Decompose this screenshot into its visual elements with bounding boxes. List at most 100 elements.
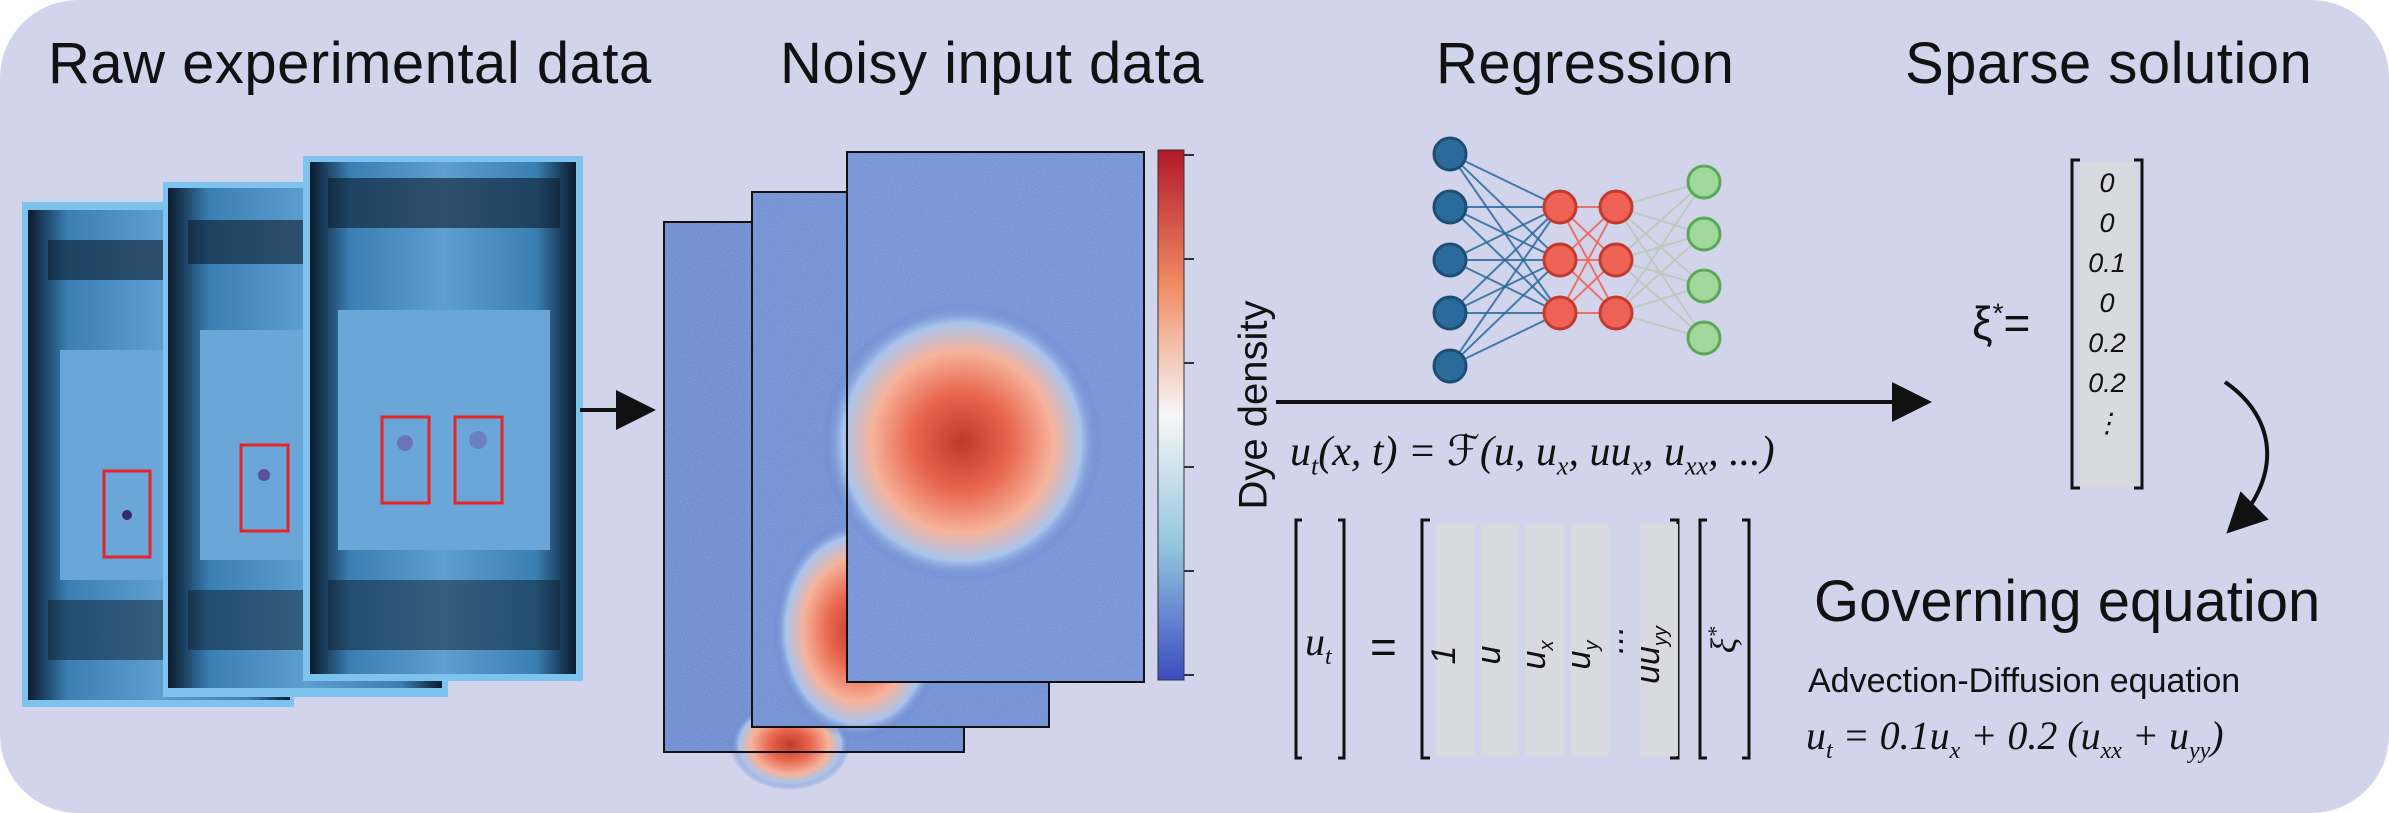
colorbar [1157, 149, 1194, 681]
nn-hidden-node [1598, 242, 1634, 278]
noisy-heatmap-stack [663, 151, 1145, 790]
nn-output-node [1686, 268, 1722, 304]
pde-expression: ut(x, t) = ℱ(u, ux, uux, uxx, ...) [1290, 426, 1775, 481]
sparse-value: 0.2 [2088, 368, 2126, 398]
sparse-value: 0 [2099, 288, 2114, 318]
pde-end: , ...) [1708, 429, 1775, 475]
pde-sub-2: x [1631, 451, 1643, 481]
pde-mid-2: , u [1642, 429, 1685, 475]
raw-photo-stack [22, 156, 583, 707]
nn-input-node [1432, 348, 1468, 384]
gov-sub-yy: yy [2188, 738, 2211, 764]
sparse-value: 0 [2099, 208, 2114, 238]
roi-box [380, 415, 431, 505]
nn-edge [1615, 233, 1705, 314]
nn-hidden-node [1542, 242, 1578, 278]
nn-edge [1449, 259, 1561, 367]
library-label: u [1470, 645, 1508, 664]
library-column [1436, 524, 1474, 756]
system-lhs-sub: t [1325, 644, 1332, 670]
sparse-values: 0 0 0.1 0 0.2 0.2 ⋮ [2088, 168, 2126, 438]
heatmap-frame-3 [822, 151, 1145, 683]
nn-edge [1449, 153, 1561, 208]
library-column [1640, 524, 1678, 756]
nn-output-node [1686, 320, 1722, 356]
pde-lhs: u [1290, 429, 1311, 475]
gov-sub-xx: xx [2100, 738, 2122, 764]
sparse-equals: = [2003, 297, 2031, 349]
pde-script-f: ℱ [1446, 426, 1480, 475]
nn-edge [1449, 206, 1561, 261]
raw-photo-3 [303, 156, 583, 681]
gov-end: ) [2210, 713, 2224, 758]
sparse-value: 0.2 [2088, 328, 2126, 358]
sparse-vector: 0 0 0.1 0 0.2 0.2 ⋮ [2070, 158, 2144, 490]
governing-name: Advection-Diffusion equation [1808, 662, 2241, 700]
system-xi: ξ* [1703, 627, 1745, 653]
roi-box [239, 443, 290, 533]
sparse-value: ⋮ [2094, 408, 2121, 438]
roi-box [453, 415, 504, 505]
system-xi-sup: * [1703, 626, 1728, 638]
library-label: 1 [1425, 646, 1463, 665]
nn-edge [1449, 206, 1561, 367]
title-raw-data: Raw experimental data [48, 31, 652, 96]
colorbar-ticks [1184, 154, 1194, 676]
sparse-xi: ξ [1972, 297, 1993, 349]
gov-mid-3: + u [2121, 713, 2189, 758]
pde-args: (x, t) = [1318, 429, 1447, 475]
pde-mid-1: , uu [1568, 429, 1632, 475]
title-sparse-solution: Sparse solution [1905, 31, 2313, 96]
library-label: uuyy [1629, 625, 1672, 684]
pde-sub-1: x [1556, 451, 1569, 481]
gov-mid-1: = 0.1u [1832, 713, 1950, 758]
nn-output-node [1686, 164, 1722, 200]
roi-box [102, 469, 152, 559]
gov-sub-x: x [1949, 738, 1961, 764]
pde-lhs-sub: t [1311, 451, 1319, 481]
nn-edge [1449, 206, 1561, 314]
system-equals: = [1370, 621, 1397, 673]
nn-hidden-node [1598, 189, 1634, 225]
system-xi-label: ξ [1704, 637, 1744, 654]
library-label: uy [1560, 640, 1603, 670]
gov-lhs: u [1806, 713, 1826, 758]
sparse-value: 0.1 [2088, 248, 2126, 278]
sparse-xi-label: ξ*= [1972, 296, 2030, 350]
nn-hidden-node [1598, 295, 1634, 331]
governing-equation: ut = 0.1ux + 0.2 (uxx + uyy) [1806, 712, 2224, 765]
nn-edge [1449, 312, 1561, 367]
neural-network [1432, 136, 1722, 384]
library-column [1481, 524, 1519, 756]
nn-input-node [1432, 136, 1468, 172]
library-column [1571, 524, 1609, 756]
library-label: ... [1593, 626, 1631, 654]
system-lhs-label: u [1305, 619, 1325, 664]
nn-edge [1559, 206, 1617, 314]
pde-rhs: (u, u [1479, 429, 1557, 475]
colorbar-label: Dye density [1231, 300, 1276, 510]
library-label: ux [1515, 640, 1558, 670]
gov-lhs-sub: t [1826, 738, 1833, 764]
nn-hidden-node [1542, 295, 1578, 331]
nn-input-node [1432, 242, 1468, 278]
nn-edge [1615, 181, 1705, 314]
library-column [1526, 524, 1564, 756]
nn-input-node [1432, 189, 1468, 225]
system-lhs: ut [1305, 618, 1332, 671]
pde-sub-3: xx [1684, 451, 1709, 481]
sparse-value: 0 [2099, 168, 2114, 198]
gov-mid-2: + 0.2 (u [1960, 713, 2101, 758]
title-noisy-data: Noisy input data [780, 31, 1204, 96]
arrow-to-governing-equation [2223, 380, 2270, 534]
nn-hidden-node [1542, 189, 1578, 225]
nn-edge [1615, 181, 1705, 261]
nn-output-node [1686, 216, 1722, 252]
title-regression: Regression [1436, 31, 1735, 96]
governing-title: Governing equation [1814, 569, 2321, 634]
nn-input-node [1432, 295, 1468, 331]
sparse-xi-sup: * [1992, 297, 2004, 329]
